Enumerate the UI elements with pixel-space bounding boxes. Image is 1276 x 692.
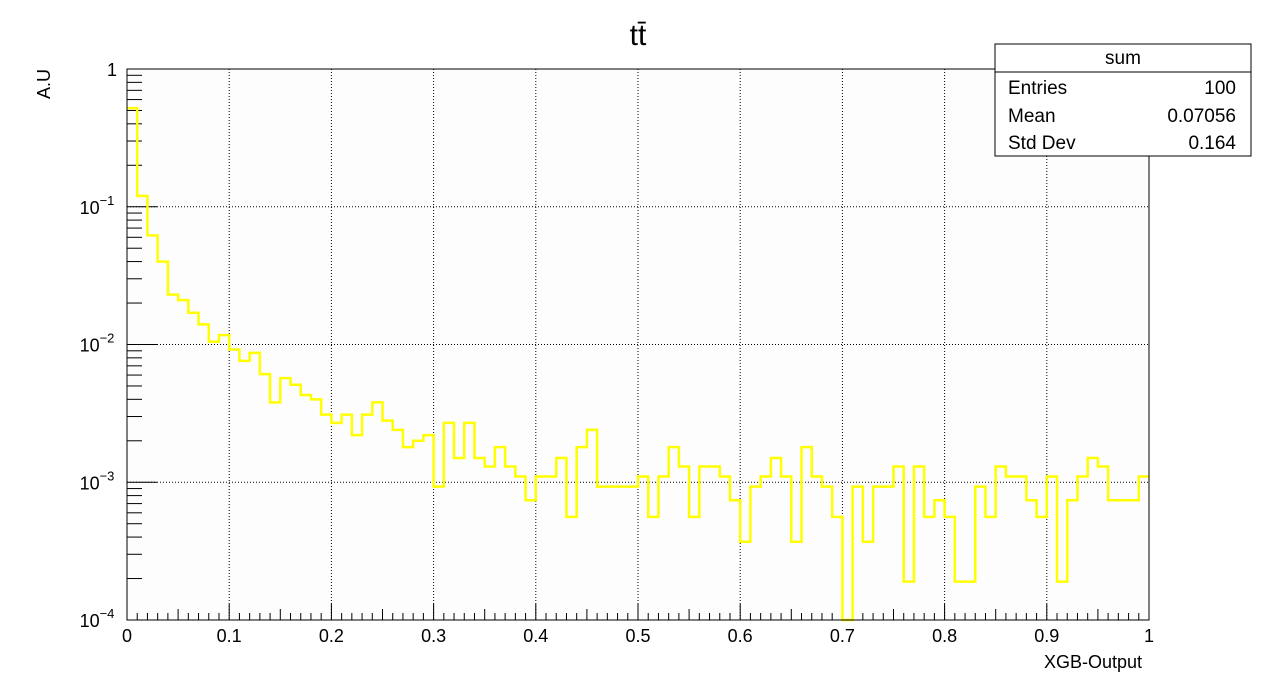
- y-tick-labels: 1 10−1 10−2 10−3 10−4: [80, 60, 117, 631]
- x-tick-labels: 0 0.1 0.2 0.3 0.4 0.5 0.6 0.7 0.8 0.9 1: [122, 626, 1154, 646]
- y-tick-label: 10−4: [80, 606, 115, 631]
- x-tick-label: 0.2: [319, 626, 344, 646]
- y-tick-label: 10−1: [80, 193, 115, 218]
- x-tick-label: 0.4: [523, 626, 548, 646]
- stats-box: sum Entries 100 Mean 0.07056 Std Dev 0.1…: [994, 43, 1252, 157]
- stats-mean-label: Mean: [1008, 106, 1056, 127]
- x-tick-label: 0.5: [625, 626, 650, 646]
- y-axis-title: A.U: [34, 69, 54, 99]
- stats-entries-value: 100: [1204, 78, 1236, 99]
- chart-title: tt̄: [630, 19, 647, 52]
- y-tick-label: 10−3: [80, 468, 115, 493]
- stats-entries-label: Entries: [1008, 78, 1067, 99]
- y-tick-label: 10−2: [80, 331, 115, 356]
- x-tick-label: 0.6: [728, 626, 753, 646]
- x-tick-label: 0.9: [1034, 626, 1059, 646]
- x-tick-label: 0.3: [421, 626, 446, 646]
- x-tick-label: 0.1: [217, 626, 242, 646]
- y-tick-label: 1: [107, 60, 117, 80]
- x-tick-label: 0.7: [830, 626, 855, 646]
- x-axis-title: XGB-Output: [1044, 652, 1142, 672]
- stats-box-frame: [994, 43, 1252, 157]
- axis-ticks: [126, 68, 1150, 621]
- stats-mean-value: 0.07056: [1167, 106, 1236, 127]
- x-tick-label: 0.8: [932, 626, 957, 646]
- x-tick-label: 1: [1144, 626, 1154, 646]
- histogram-line: [127, 106, 1149, 622]
- stats-stddev-value: 0.164: [1188, 133, 1236, 154]
- x-tick-label: 0: [122, 626, 132, 646]
- stats-box-title: sum: [1105, 48, 1141, 69]
- plot-frame: [126, 68, 1150, 621]
- stats-stddev-label: Std Dev: [1008, 133, 1076, 154]
